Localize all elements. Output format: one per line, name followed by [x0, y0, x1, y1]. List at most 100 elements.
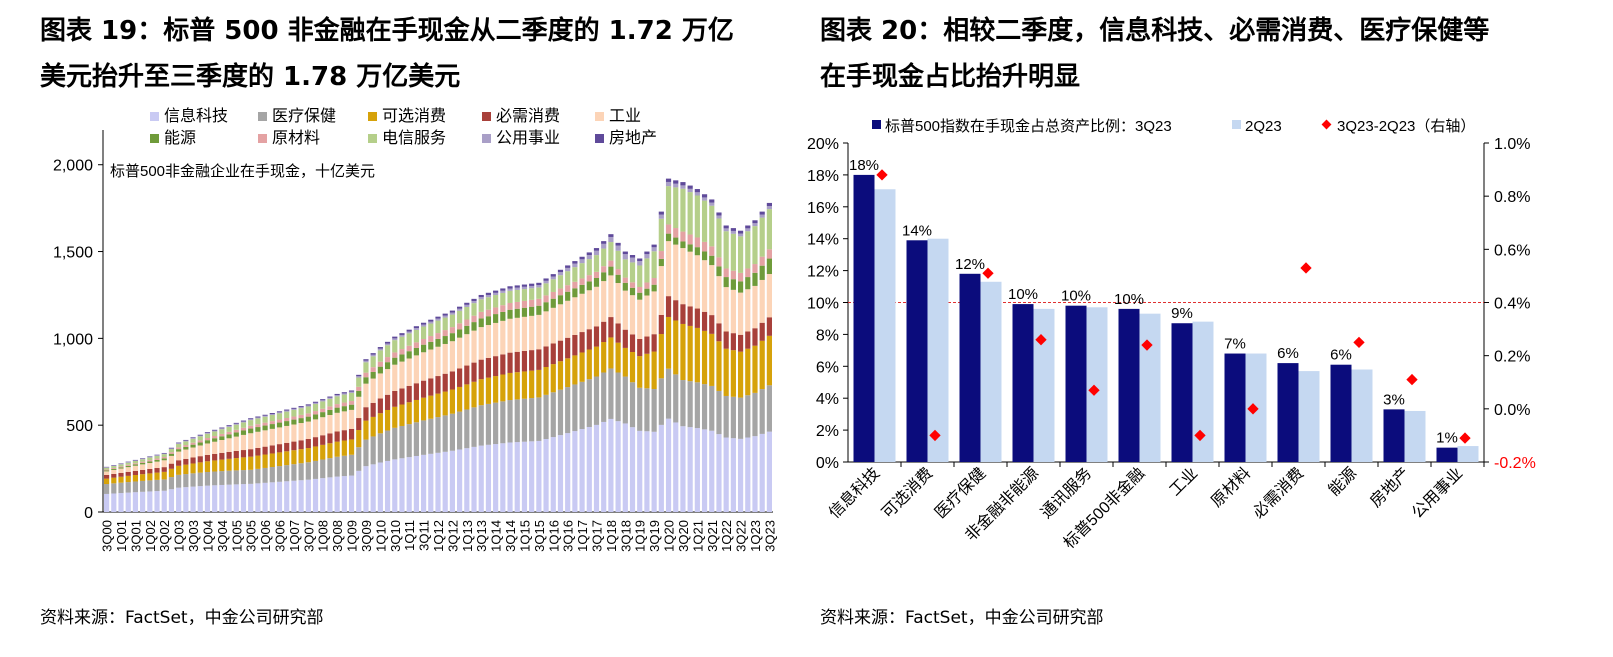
bar-segment [457, 329, 463, 338]
bar-stack-7 [147, 456, 153, 512]
bar-segment [125, 467, 131, 472]
bar-segment [709, 315, 715, 334]
bar-segment [341, 392, 347, 394]
bar-segment [529, 350, 535, 371]
bar-segment [104, 467, 110, 470]
bar-segment [183, 474, 189, 488]
bar-segment [615, 274, 621, 284]
bar-segment [536, 349, 542, 370]
x-tick-label-10: 3Q05 [244, 520, 259, 552]
bar-segment [240, 420, 247, 422]
bar-segment [363, 360, 369, 363]
bar-segment [637, 265, 643, 288]
bar-segment [593, 255, 600, 272]
bar-segment [565, 433, 571, 512]
data-label-11: 3% [1383, 391, 1405, 408]
bar-segment [320, 401, 326, 409]
bar-segment [644, 282, 650, 289]
bar-segment [701, 260, 708, 312]
bar-segment [442, 415, 448, 452]
x-tick-label-43: 1Q22 [719, 520, 734, 552]
bar-segment [449, 389, 456, 414]
bar-segment [457, 386, 463, 412]
bar-stack-81 [680, 182, 686, 512]
bar-stack-79 [665, 178, 672, 512]
bar-2q23-2 [927, 238, 949, 462]
bar-segment [557, 288, 564, 296]
bar-segment [608, 242, 614, 261]
bar-segment [680, 248, 686, 305]
bar-segment [709, 333, 715, 386]
bar-segment [384, 430, 391, 461]
bar-segment [248, 469, 254, 484]
diff-marker-9 [1300, 262, 1312, 274]
bar-stack-12 [183, 439, 189, 512]
bar-segment [118, 472, 124, 477]
legend-label-3: 可选消费 [382, 107, 446, 125]
bar-segment [629, 295, 636, 335]
bar-3q23-8 [1224, 353, 1246, 462]
bar-segment [154, 461, 160, 469]
bar-segment [644, 431, 650, 512]
bar-segment [197, 436, 203, 441]
y-tick-label-6: 12% [807, 264, 839, 281]
bar-segment [694, 382, 700, 429]
bar-segment [579, 429, 585, 512]
bar-segment [579, 381, 585, 430]
bar-segment [183, 464, 189, 475]
bar-segment [752, 392, 758, 437]
bar-segment [615, 283, 621, 324]
bar-segment [154, 468, 160, 473]
y2-tick-label-3: 0.4% [1494, 296, 1530, 313]
bar-segment [406, 331, 412, 334]
bar-segment [147, 473, 153, 481]
bar-stack-51 [464, 302, 470, 512]
bar-segment [680, 323, 686, 381]
bar-segment [723, 231, 729, 269]
bar-segment [586, 259, 592, 276]
bar-segment [284, 481, 290, 512]
bar-segment [565, 267, 571, 272]
bar-segment [392, 427, 398, 460]
x-tick-label-27: 1Q14 [489, 520, 504, 552]
bar-segment [428, 336, 434, 342]
bar-segment [435, 376, 441, 394]
bar-segment [226, 434, 232, 439]
bar-segment [543, 367, 549, 395]
bar-segment [118, 476, 124, 483]
bar-segment [500, 401, 506, 444]
bar-segment [269, 453, 275, 468]
bar-segment [168, 449, 175, 453]
bar-segment [312, 446, 319, 461]
legend-label-9: 公用事业 [496, 129, 560, 147]
right-chart-panel: 图表 20：相较二季度，信息科技、必需消费、医疗保健等 在手现金占比抬升明显 标… [807, 0, 1613, 657]
bar-segment [269, 415, 275, 422]
bar-segment [500, 374, 506, 402]
bar-segment [348, 428, 355, 440]
bar-segment [204, 454, 211, 462]
bar-segment [709, 255, 715, 266]
bar-segment [716, 212, 722, 216]
bar-segment [190, 473, 196, 487]
category-label-2: 可选消费 [878, 464, 936, 522]
bar-stack-57 [507, 286, 513, 512]
bar-segment [226, 426, 232, 427]
bar-segment [521, 316, 528, 351]
bar-segment [449, 341, 456, 372]
bar-segment [622, 290, 628, 330]
bar-stack-74 [629, 255, 636, 512]
bar-segment [255, 483, 261, 512]
bar-segment [269, 482, 275, 512]
category-label-1: 信息科技 [825, 464, 883, 522]
bar-segment [752, 328, 758, 346]
bar-3q23-7 [1171, 323, 1193, 462]
bar-segment [694, 192, 700, 196]
bar-segment [255, 431, 261, 448]
bar-segment [435, 393, 441, 418]
bar-segment [377, 350, 383, 362]
bar-segment [284, 451, 290, 466]
bar-segment [269, 445, 275, 454]
bar-segment [593, 424, 600, 512]
bar-2q23-9 [1298, 371, 1320, 462]
bar-segment [248, 425, 254, 429]
